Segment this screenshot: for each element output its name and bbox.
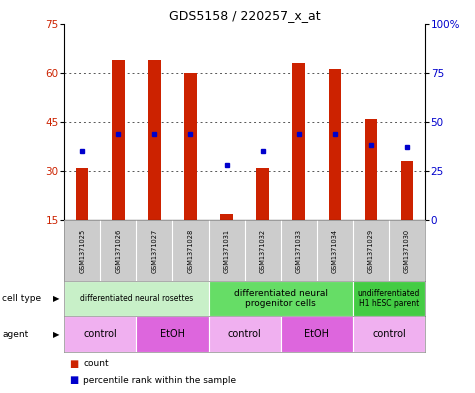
Bar	[64, 281, 209, 316]
Bar	[209, 316, 281, 352]
Bar	[209, 281, 353, 316]
Text: control: control	[372, 329, 406, 339]
Text: ▶: ▶	[53, 294, 59, 303]
Text: EtOH: EtOH	[304, 329, 329, 339]
Text: control: control	[228, 329, 262, 339]
Text: count: count	[83, 359, 109, 368]
Text: EtOH: EtOH	[160, 329, 185, 339]
Bar	[365, 119, 377, 220]
Text: GSM1371027: GSM1371027	[152, 228, 157, 273]
Bar	[76, 168, 88, 220]
Bar	[401, 161, 413, 220]
Bar	[353, 316, 425, 352]
Bar	[256, 168, 269, 220]
Bar	[281, 316, 353, 352]
Text: undifferentiated
H1 hESC parent: undifferentiated H1 hESC parent	[358, 289, 420, 309]
Text: control: control	[83, 329, 117, 339]
Text: GSM1371032: GSM1371032	[260, 228, 266, 273]
Bar	[64, 316, 136, 352]
Text: GSM1371031: GSM1371031	[224, 229, 229, 272]
Bar	[184, 73, 197, 220]
Bar	[148, 60, 161, 220]
Text: GSM1371030: GSM1371030	[404, 228, 410, 273]
Bar	[112, 60, 124, 220]
Text: ■: ■	[69, 358, 78, 369]
Text: differentiated neural rosettes: differentiated neural rosettes	[80, 294, 193, 303]
Text: GSM1371026: GSM1371026	[115, 228, 121, 273]
Text: ■: ■	[69, 375, 78, 385]
Text: agent: agent	[2, 330, 28, 338]
Text: GSM1371025: GSM1371025	[79, 228, 85, 273]
Text: GSM1371028: GSM1371028	[188, 228, 193, 273]
Bar	[136, 316, 209, 352]
Text: ▶: ▶	[53, 330, 59, 338]
Text: GSM1371033: GSM1371033	[296, 229, 302, 272]
Text: cell type: cell type	[2, 294, 41, 303]
Bar	[220, 213, 233, 220]
Bar	[293, 63, 305, 220]
Bar	[353, 281, 425, 316]
Text: GSM1371029: GSM1371029	[368, 228, 374, 273]
Text: percentile rank within the sample: percentile rank within the sample	[83, 376, 236, 385]
Bar	[329, 70, 341, 220]
Text: differentiated neural
progenitor cells: differentiated neural progenitor cells	[234, 289, 328, 309]
Text: GSM1371034: GSM1371034	[332, 228, 338, 273]
Title: GDS5158 / 220257_x_at: GDS5158 / 220257_x_at	[169, 9, 321, 22]
